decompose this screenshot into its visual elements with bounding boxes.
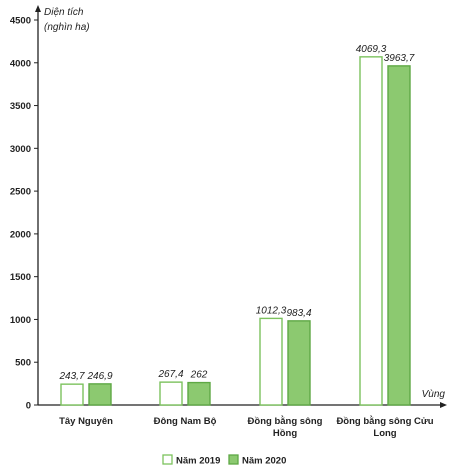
data-label: 243,7 bbox=[58, 371, 84, 382]
y-axis-title-line1: Diện tích bbox=[44, 7, 84, 18]
bar-series2 bbox=[287, 320, 311, 406]
category-label: Đồng bằng sông bbox=[248, 415, 323, 427]
x-axis-arrow bbox=[440, 402, 447, 408]
y-axis-title-line2: (nghìn ha) bbox=[44, 22, 90, 33]
y-tick-label: 3500 bbox=[10, 101, 31, 112]
legend-swatch bbox=[162, 454, 173, 465]
y-tick-label: 2000 bbox=[10, 229, 31, 240]
y-axis-ticks: 0 500 1000 1500 2000 2500 3000 3500 4000 4500 bbox=[10, 16, 38, 412]
bar-series2 bbox=[387, 65, 411, 406]
data-label: 262 bbox=[190, 370, 208, 381]
y-tick-label: 3000 bbox=[10, 144, 31, 155]
category-label: Tây Nguyên bbox=[59, 416, 113, 427]
y-tick-label: 4500 bbox=[10, 16, 31, 27]
y-tick-label: 4000 bbox=[10, 58, 31, 69]
y-tick-label: 500 bbox=[15, 358, 31, 369]
bar-series2 bbox=[187, 381, 211, 406]
legend-swatch bbox=[228, 454, 239, 465]
y-tick-label: 1500 bbox=[10, 272, 31, 283]
x-axis-title: Vùng bbox=[422, 389, 446, 400]
bar-series2 bbox=[88, 383, 112, 406]
bar-series1 bbox=[259, 317, 283, 406]
y-tick-label: 0 bbox=[26, 401, 31, 412]
y-tick-label: 1000 bbox=[10, 315, 31, 326]
data-label: 267,4 bbox=[157, 369, 183, 380]
category-label: Đồng bằng sông Cửu bbox=[336, 415, 433, 427]
data-label: 1012,3 bbox=[256, 305, 287, 316]
y-axis-arrow bbox=[35, 5, 41, 12]
category-label: Đông Nam Bộ bbox=[154, 416, 217, 427]
data-label: 3963,7 bbox=[384, 53, 415, 64]
bars bbox=[60, 56, 411, 406]
data-label: 983,4 bbox=[286, 308, 311, 319]
data-label: 246,9 bbox=[86, 371, 112, 382]
data-label: 4069,3 bbox=[356, 44, 387, 55]
category-label: Hồng bbox=[273, 428, 297, 439]
data-labels: 243,7 246,9 267,4 262 1012,3 983,4 4069,33963,… bbox=[58, 44, 414, 382]
legend-label: Năm 2019 bbox=[176, 456, 220, 467]
bar-series1 bbox=[159, 381, 183, 406]
y-tick-label: 2500 bbox=[10, 187, 31, 198]
category-label: Long bbox=[373, 428, 396, 439]
legend: Năm 2019 Năm 2020 bbox=[162, 454, 286, 467]
bar-series1 bbox=[60, 383, 84, 406]
bar-series1 bbox=[359, 56, 383, 406]
axes bbox=[35, 5, 447, 408]
legend-label: Năm 2020 bbox=[242, 456, 286, 467]
